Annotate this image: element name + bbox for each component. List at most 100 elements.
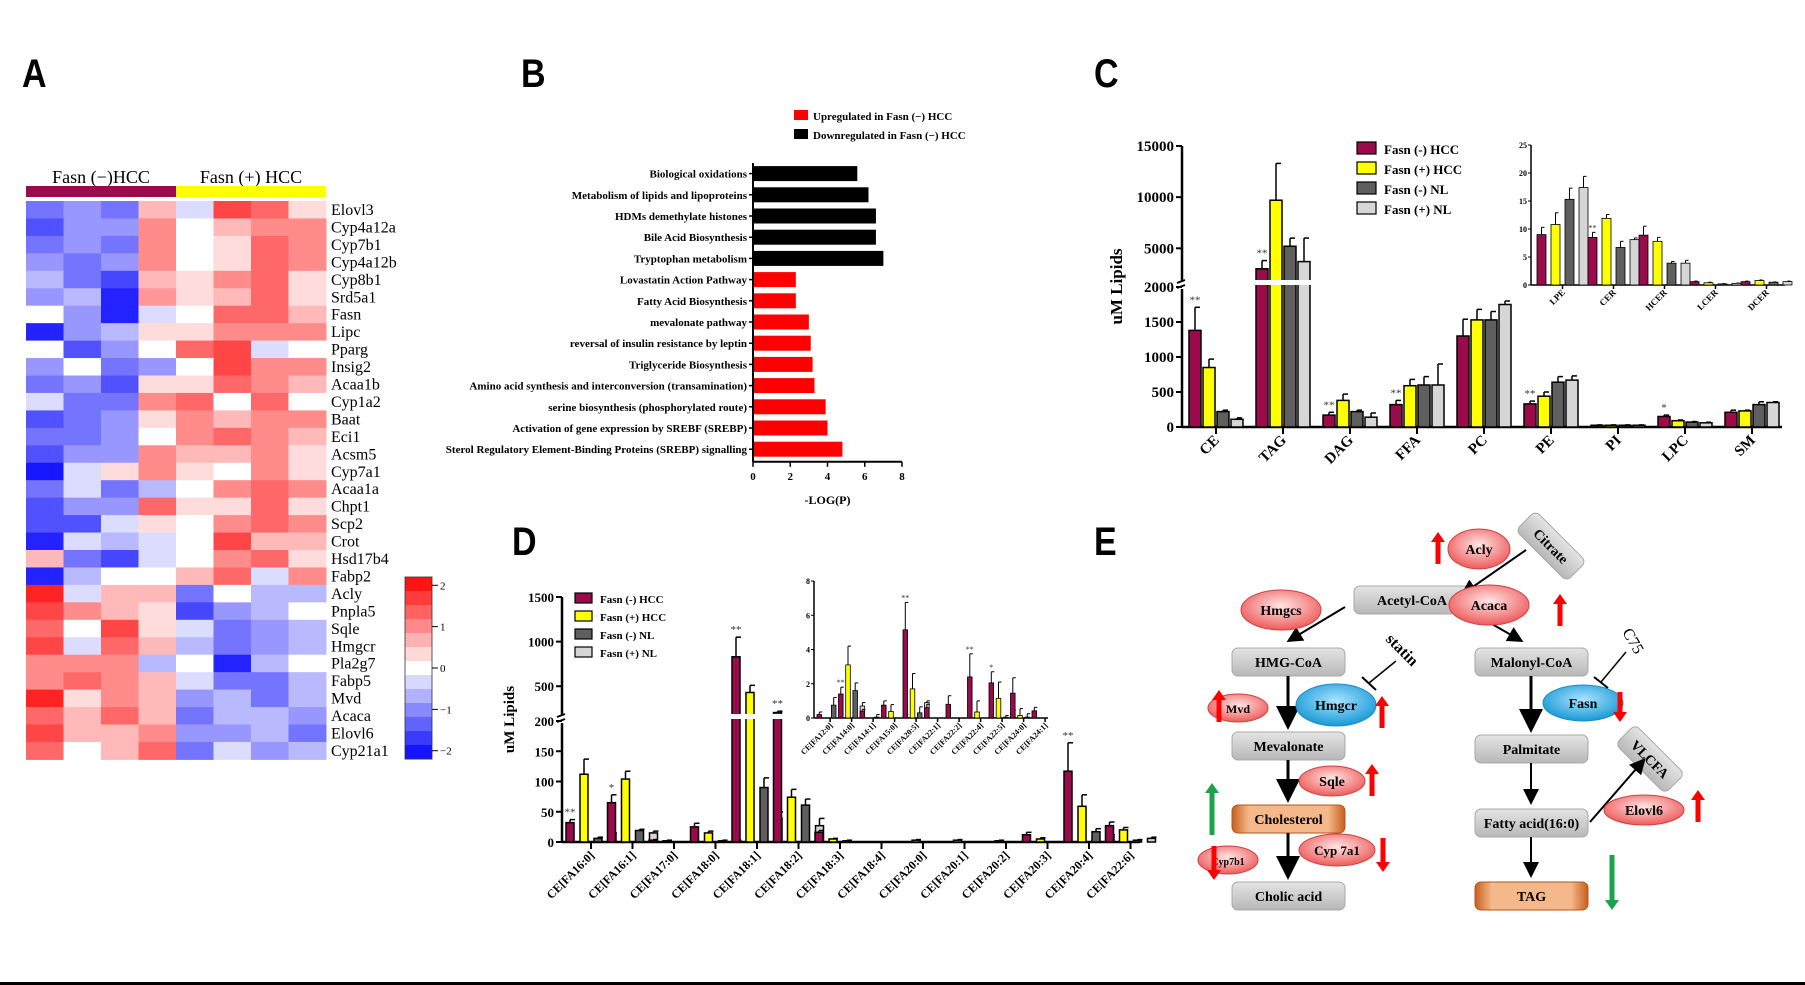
heatmap-cell [63, 235, 102, 254]
heatmap-cell [101, 340, 139, 359]
heatmap-cell [176, 741, 214, 760]
y-tick-label: 50 [541, 805, 554, 820]
colorbar-tick-label: −2 [440, 746, 452, 758]
legend-label: Fasn (-) HCC [600, 594, 664, 606]
heatmap-cell [63, 305, 102, 324]
heatmap-cell [176, 567, 214, 586]
heatmap-cell [26, 637, 64, 656]
heatmap-cell [213, 392, 252, 411]
heatmap-cell [213, 550, 252, 568]
node-palmitate: Palmitate [1474, 734, 1589, 764]
heatmap-cell [213, 619, 252, 638]
y-tick-label: 0 [548, 835, 555, 850]
panel-label-d: D [512, 520, 537, 564]
enzyme-cyp7a1-ellipse [1298, 833, 1376, 867]
node-palmitate-label: Palmitate [1503, 743, 1561, 758]
y-tick-label: 15000 [1137, 139, 1175, 155]
panel-label-a: A [22, 52, 47, 96]
heatmap-cell [63, 218, 102, 237]
colorbar-tick-label: 1 [440, 622, 446, 634]
heatmap-cell [251, 305, 289, 324]
heatmap-cell [63, 323, 102, 342]
legend-swatch [574, 646, 593, 658]
heatmap-cell [26, 427, 64, 446]
heatmap-cell [26, 707, 64, 725]
colorbar-swatch [405, 647, 432, 662]
heatmap-cell [251, 707, 289, 725]
enzyme-acaca-ellipse [1448, 584, 1530, 626]
cyp7a1-down-arrow-shaft [1380, 838, 1386, 864]
legend-label: Fasn (-) HCC [1384, 142, 1459, 157]
node-acetyl-coa: Acetyl-CoA [1353, 585, 1471, 615]
heatmap-cell [101, 515, 139, 534]
y-tick-label: 1500 [1144, 315, 1174, 331]
enzyme-hmgcr-label: Hmgcr [1315, 699, 1357, 714]
pathway-bar [753, 293, 796, 309]
heatmap-cell [251, 340, 289, 359]
heatmap-cell [138, 445, 177, 464]
heatmap-cell [26, 602, 64, 621]
acaca-up-arrow-shaft [1557, 602, 1563, 626]
legend-swatch [1356, 181, 1377, 195]
heatmap-cell [101, 410, 139, 429]
y-axis-label: uM Lipids [502, 686, 518, 753]
enzyme-acly-ellipse [1447, 528, 1511, 570]
heatmap-cell [251, 532, 289, 551]
heatmap-cell [138, 550, 177, 568]
legend-swatch [1356, 201, 1377, 215]
heatmap-cell [101, 253, 139, 272]
legend-label: Fasn (+) HCC [600, 612, 666, 624]
c75-inhibition-line [1600, 651, 1627, 683]
heatmap-cell [288, 201, 327, 219]
heatmap-cell [138, 602, 177, 621]
gene-label: Pparg [331, 342, 368, 359]
legend-swatch [574, 610, 593, 622]
enzyme-fasn-label: Fasn [1569, 697, 1598, 712]
heatmap-cell [213, 235, 252, 254]
group-label-fasn-pos-hcc: Fasn (+) HCC [200, 167, 302, 188]
mvd-up-arrow-head [1212, 690, 1226, 700]
heatmap-cell [26, 672, 64, 691]
node-cholic-acid-box [1231, 881, 1346, 911]
heatmap-cell [176, 602, 214, 621]
category-label: Triglyceride Biosynthesis [629, 359, 748, 371]
heatmap-cell [251, 602, 289, 621]
pathway-bar [753, 272, 796, 288]
gene-label: Fasn [331, 307, 361, 324]
heatmap-cell [176, 550, 214, 568]
heatmap-cell [251, 497, 289, 516]
heatmap-cell [101, 497, 139, 516]
gene-label: Elovl6 [331, 726, 374, 743]
cholesterol-up-arrow [1205, 783, 1219, 835]
elovl6-up-arrow-shaft [1695, 798, 1701, 822]
heatmap-cell [63, 654, 102, 673]
heatmap-cell [176, 375, 214, 394]
heatmap-cell [63, 567, 102, 586]
category-label: serine biosynthesis (phosphorylated rout… [548, 402, 747, 414]
enzyme-sqle-ellipse [1298, 765, 1366, 797]
heatmap-cell [63, 619, 102, 638]
significance-marker: ** [731, 624, 742, 636]
heatmap-cell [288, 358, 327, 376]
heatmap-cell [138, 532, 177, 551]
node-tag-box [1474, 881, 1589, 911]
enzyme-cyp7a1-label: Cyp 7a1 [1314, 843, 1360, 858]
heatmap-cell [288, 637, 327, 656]
heatmap-cell [63, 358, 102, 376]
significance-marker: * [609, 782, 615, 794]
inset-y-tick-label: 2 [806, 680, 810, 689]
cyp7a1-down-arrow [1376, 838, 1390, 872]
inset-significance-marker: ** [1589, 223, 1597, 232]
enzyme-mvd-ellipse [1207, 693, 1269, 723]
heatmap-cell [26, 532, 64, 551]
heatmap-cell [251, 462, 289, 481]
node-hmg-coa: HMG-CoA [1231, 647, 1346, 677]
heatmap-cell [138, 637, 177, 656]
category-label: Amino acid synthesis and interconversion… [469, 381, 747, 393]
heatmap-cell [138, 358, 177, 376]
colorbar-swatch [405, 633, 432, 648]
heatmap-cell [213, 602, 252, 621]
heatmap-cell [176, 445, 214, 464]
heatmap-cell [26, 724, 64, 743]
